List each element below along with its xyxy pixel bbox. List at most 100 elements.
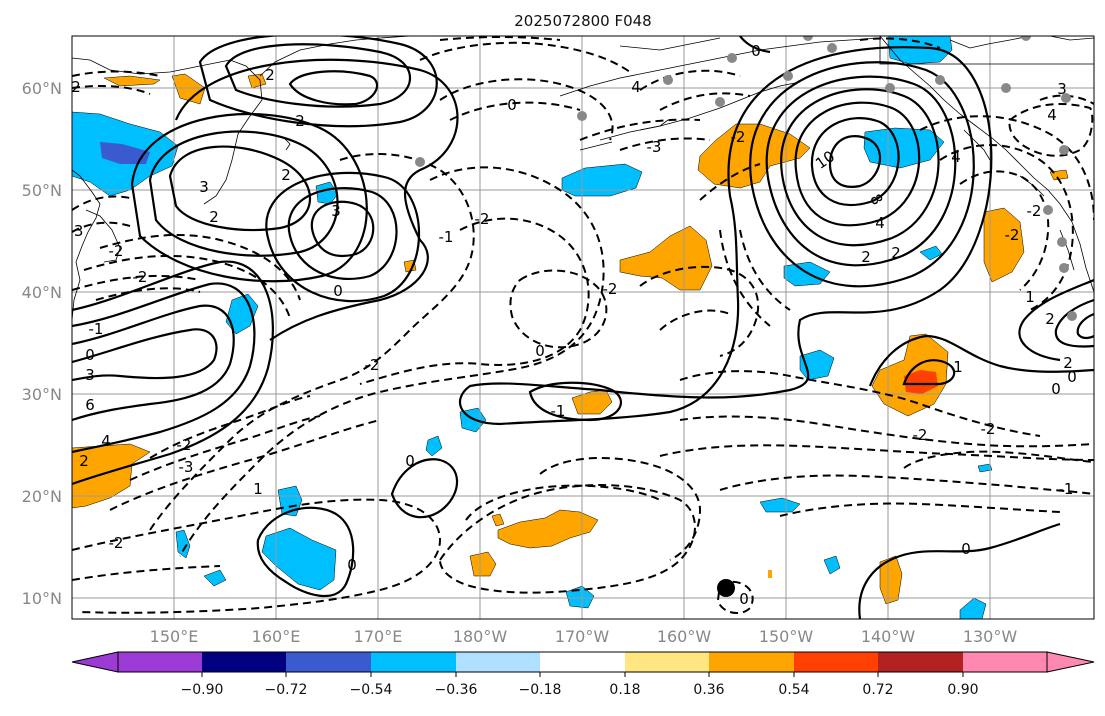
colorbar-tick-label: −0.72 [265, 682, 308, 698]
svg-text:-2: -2 [913, 426, 928, 444]
svg-text:1: 1 [1025, 288, 1035, 306]
svg-text:40°N: 40°N [22, 283, 62, 302]
colorbar-bin [456, 652, 540, 672]
height-anomaly-contours [72, 36, 1094, 619]
svg-text:2: 2 [1045, 310, 1055, 328]
svg-text:2: 2 [209, 208, 219, 226]
colorbar-extend-high [1046, 651, 1095, 673]
colorbar-bin [878, 652, 963, 672]
colorbar-bin [202, 652, 286, 672]
svg-text:2: 2 [79, 452, 89, 470]
svg-text:-2: -2 [1005, 226, 1020, 244]
colorbar-tick-label: 0.90 [947, 682, 978, 698]
latitude-labels: 60°N 50°N 40°N 30°N 20°N 10°N [22, 79, 62, 608]
colorbar-bin [709, 652, 794, 672]
svg-text:0: 0 [751, 42, 761, 60]
svg-text:2: 2 [71, 78, 81, 96]
svg-text:160°E: 160°E [252, 627, 301, 646]
colorbar-bin [540, 652, 625, 672]
map-content: 10 8 4 2 2 0 4 -3 0 2 2 3 3 2 2 0 -2 -1 … [69, 36, 1094, 619]
svg-text:0: 0 [85, 346, 95, 364]
svg-text:170°E: 170°E [354, 627, 403, 646]
svg-text:180°W: 180°W [453, 627, 508, 646]
svg-text:-1: -1 [89, 320, 104, 338]
storm-center-marker [717, 579, 735, 597]
svg-text:-2: -2 [133, 268, 148, 286]
svg-text:0: 0 [1067, 368, 1077, 386]
svg-text:30°N: 30°N [22, 385, 62, 404]
svg-text:-2: -2 [731, 128, 746, 146]
svg-text:-2: -2 [475, 210, 490, 228]
colorbar-tick-label: 0.18 [609, 682, 640, 698]
colorbar-bin [794, 652, 878, 672]
colorbar-tick-label: −0.36 [435, 682, 478, 698]
svg-text:60°N: 60°N [22, 79, 62, 98]
svg-text:4: 4 [875, 214, 885, 232]
colorbar-extend-low [71, 651, 119, 673]
svg-text:3: 3 [331, 202, 341, 220]
svg-text:-3: -3 [647, 138, 662, 156]
colorbar-bin [963, 652, 1047, 672]
svg-text:0: 0 [333, 282, 343, 300]
svg-text:2: 2 [281, 166, 291, 184]
svg-text:-1: -1 [551, 402, 566, 420]
svg-text:160°W: 160°W [657, 627, 712, 646]
colorbar-tick-label: 0.36 [693, 682, 724, 698]
colorbar-tick-label: −0.90 [181, 682, 224, 698]
station-markers [415, 36, 1077, 597]
svg-text:-2: -2 [603, 280, 618, 298]
svg-text:-2: -2 [981, 420, 996, 438]
svg-text:-3: -3 [69, 222, 84, 240]
map-frame [71, 35, 1095, 620]
svg-text:20°N: 20°N [22, 487, 62, 506]
svg-text:2: 2 [265, 66, 275, 84]
colorbar-tick-label: −0.54 [350, 682, 393, 698]
svg-text:0: 0 [347, 556, 357, 574]
svg-text:0: 0 [1051, 380, 1061, 398]
svg-text:130°W: 130°W [963, 627, 1018, 646]
svg-text:140°W: 140°W [861, 627, 916, 646]
svg-text:3: 3 [1057, 80, 1067, 98]
colorbar-bin [118, 652, 202, 672]
svg-text:4: 4 [1047, 106, 1057, 124]
svg-text:-1: -1 [439, 228, 454, 246]
longitude-labels: 150°E 160°E 170°E 180°W 170°W 160°W 150°… [150, 627, 1018, 646]
svg-text:0: 0 [507, 96, 517, 114]
svg-text:-1: -1 [1059, 480, 1074, 498]
svg-text:150°W: 150°W [759, 627, 814, 646]
map-title: 2025072800 F048 [514, 12, 651, 30]
svg-text:0: 0 [535, 342, 545, 360]
svg-text:-2: -2 [177, 436, 192, 454]
svg-text:-2: -2 [365, 356, 380, 374]
svg-text:2: 2 [891, 244, 901, 262]
positive-anomaly-shading [72, 73, 1069, 605]
svg-text:0: 0 [961, 540, 971, 558]
svg-text:4: 4 [951, 148, 961, 166]
svg-text:0: 0 [405, 452, 415, 470]
svg-text:4: 4 [101, 432, 111, 450]
svg-text:150°E: 150°E [150, 627, 199, 646]
svg-text:-3: -3 [179, 458, 194, 476]
graticule [72, 36, 1094, 619]
svg-text:2: 2 [861, 248, 871, 266]
colorbar-tick-label: 0.72 [862, 682, 893, 698]
svg-text:6: 6 [85, 396, 95, 414]
svg-text:1: 1 [253, 480, 263, 498]
svg-text:2: 2 [295, 112, 305, 130]
colorbar-tick-label: −0.18 [519, 682, 562, 698]
colorbar-bin [286, 652, 371, 672]
svg-text:170°W: 170°W [555, 627, 610, 646]
svg-text:4: 4 [631, 78, 641, 96]
svg-text:3: 3 [199, 178, 209, 196]
svg-text:50°N: 50°N [22, 181, 62, 200]
svg-text:-2: -2 [109, 242, 124, 260]
svg-text:10°N: 10°N [22, 589, 62, 608]
svg-text:1: 1 [953, 358, 963, 376]
svg-text:3: 3 [85, 366, 95, 384]
svg-text:0: 0 [739, 590, 749, 608]
svg-text:2: 2 [1063, 354, 1073, 372]
colorbar-bin [371, 652, 456, 672]
svg-text:-2: -2 [109, 534, 124, 552]
